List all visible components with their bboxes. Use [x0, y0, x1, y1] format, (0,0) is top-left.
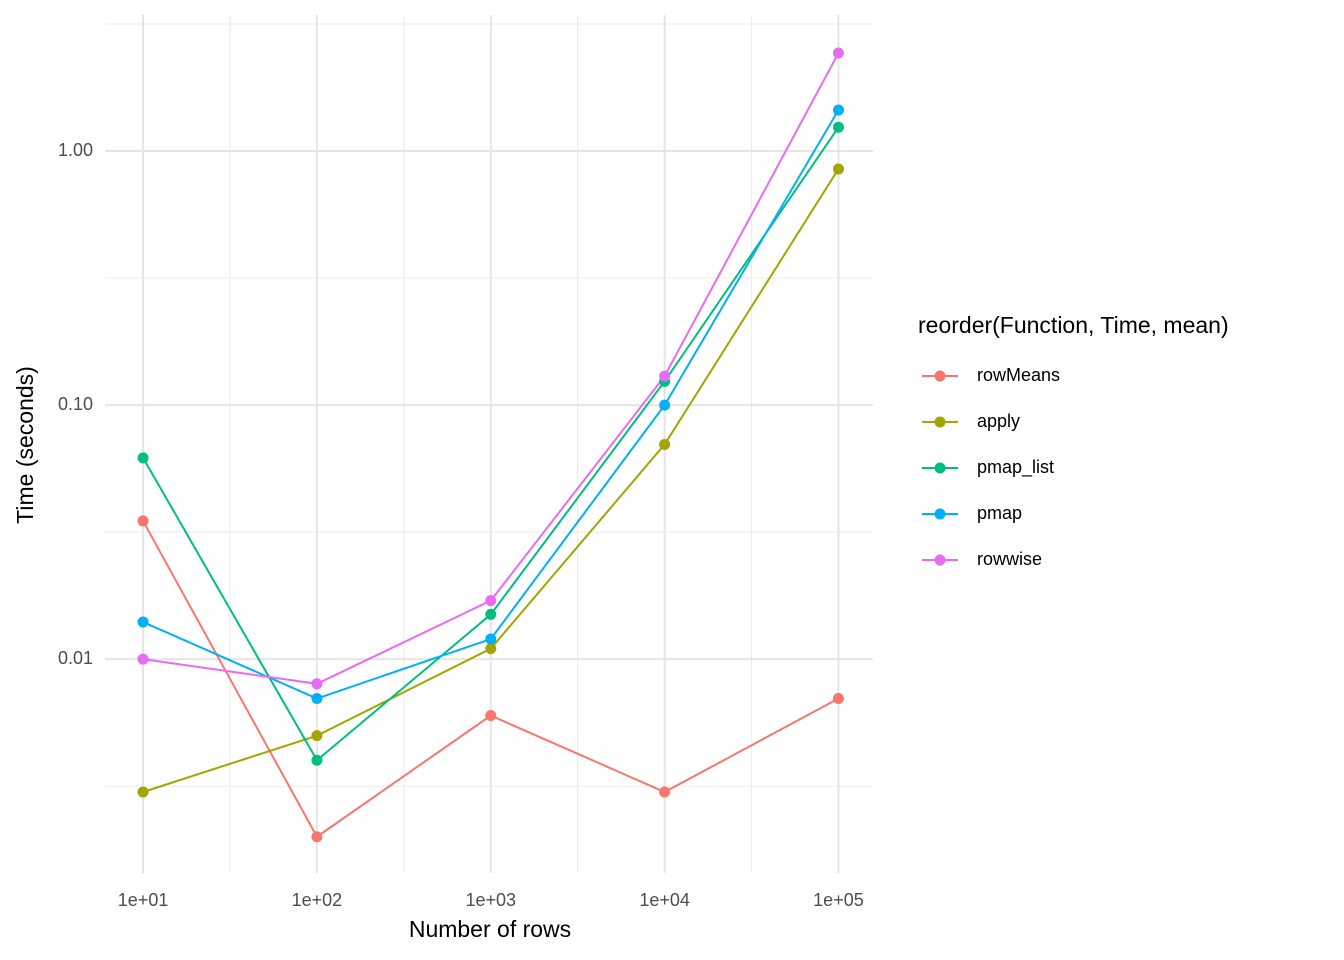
x-tick-label: 1e+02: [292, 890, 343, 910]
data-point: [485, 595, 497, 607]
plot-area: [137, 47, 844, 843]
data-point: [659, 370, 671, 382]
data-point: [832, 693, 844, 705]
data-point: [832, 163, 844, 175]
legend-label: pmap: [977, 503, 1022, 523]
data-point: [311, 730, 323, 742]
legend-item: rowMeans: [922, 365, 1060, 385]
legend-key-point: [934, 462, 946, 474]
legend-item: pmap: [922, 503, 1022, 523]
legend-label: apply: [977, 411, 1020, 431]
data-point: [485, 608, 497, 620]
legend-label: rowwise: [977, 549, 1042, 569]
legend-label: rowMeans: [977, 365, 1060, 385]
data-point: [311, 693, 323, 705]
y-tick-label: 1.00: [58, 140, 93, 160]
data-point: [659, 438, 671, 450]
x-tick-label: 1e+04: [639, 890, 690, 910]
legend-key-point: [934, 554, 946, 566]
data-point: [311, 831, 323, 843]
data-point: [137, 515, 149, 527]
legend-item: pmap_list: [922, 457, 1054, 478]
data-point: [311, 678, 323, 690]
x-tick-label: 1e+03: [465, 890, 516, 910]
legend-key-point: [934, 370, 946, 382]
data-point: [832, 121, 844, 133]
data-point: [485, 643, 497, 655]
legend-item: rowwise: [922, 549, 1042, 569]
legend-key-point: [934, 416, 946, 428]
data-point: [137, 452, 149, 464]
legend-key-point: [934, 508, 946, 520]
data-point: [659, 399, 671, 411]
grid: [105, 15, 873, 873]
y-tick-label: 0.01: [58, 648, 93, 668]
data-point: [485, 710, 497, 722]
data-point: [485, 633, 497, 645]
data-point: [832, 104, 844, 116]
data-point: [137, 786, 149, 798]
legend-title: reorder(Function, Time, mean): [918, 312, 1229, 338]
x-axis-title: Number of rows: [409, 916, 571, 942]
legend-item: apply: [922, 411, 1020, 431]
x-tick-label: 1e+01: [118, 890, 169, 910]
x-tick-label: 1e+05: [813, 890, 864, 910]
data-point: [659, 786, 671, 798]
legend-label: pmap_list: [977, 457, 1054, 478]
data-point: [137, 653, 149, 665]
y-axis-title: Time (seconds): [12, 366, 38, 524]
y-tick-label: 0.10: [58, 394, 93, 414]
data-point: [311, 754, 323, 766]
data-point: [832, 47, 844, 59]
data-point: [137, 616, 149, 628]
